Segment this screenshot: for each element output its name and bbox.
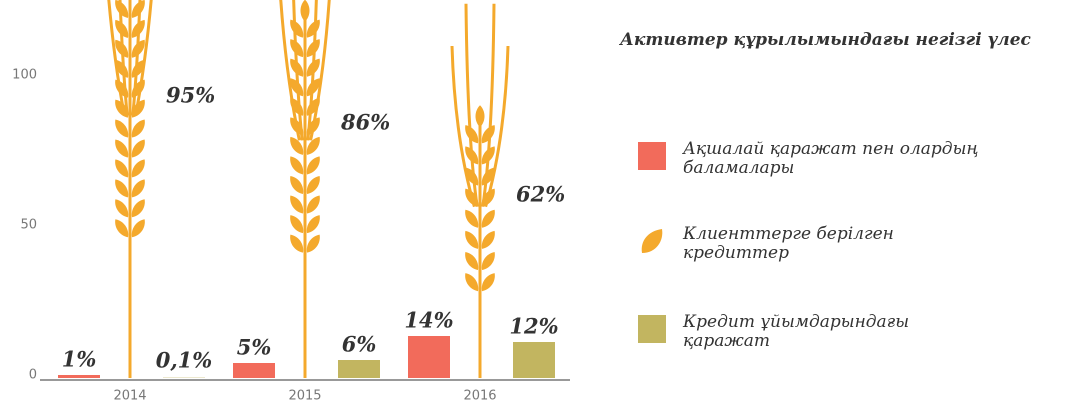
grain <box>476 105 485 127</box>
chart: 0 50 100 2014 1% 95% 0,1% 2015 5% 86% 6% 2016 14% 62%… <box>0 0 600 405</box>
legend-swatch <box>638 227 666 255</box>
legend-title: Активтер құрылымындағы негізгі үлес <box>620 30 1080 50</box>
x-tick-label: 2014 <box>113 389 146 404</box>
value-label: 1% <box>62 347 97 372</box>
bar <box>408 336 450 378</box>
bar <box>513 342 555 378</box>
legend-swatch <box>638 315 666 343</box>
bar <box>58 375 100 378</box>
legend-label: Клиенттерге берілген кредиттер <box>683 225 913 263</box>
wheat <box>277 0 333 378</box>
value-label: 12% <box>509 314 558 339</box>
value-label: 5% <box>237 335 272 360</box>
x-tick-label: 2015 <box>288 389 321 404</box>
value-label: 6% <box>342 332 377 357</box>
value-label: 14% <box>404 308 453 333</box>
grain <box>301 0 310 22</box>
legend-label: Кредит ұйымдарындағы қаражат <box>683 313 943 351</box>
legend-label: Ақшалай қаражат пен олардың баламалары <box>683 140 1013 178</box>
y-tick-label: 0 <box>29 368 37 383</box>
value-label: 86% <box>340 110 390 135</box>
value-label: 0,1% <box>156 348 213 373</box>
value-label: 95% <box>166 83 215 108</box>
legend: Активтер құрылымындағы негізгі үлес Ақша… <box>620 30 1080 50</box>
legend-item: Кредит ұйымдарындағы қаражат <box>638 313 1038 363</box>
y-tick-label: 100 <box>12 68 37 83</box>
legend-item: Клиенттерге берілген кредиттер <box>638 225 1038 275</box>
value-label: 62% <box>516 182 565 207</box>
wheat <box>452 4 508 378</box>
x-tick-label: 2016 <box>463 389 496 404</box>
legend-swatch <box>638 142 666 170</box>
wheat <box>102 0 158 378</box>
bar <box>233 363 275 378</box>
page: 0 50 100 2014 1% 95% 0,1% 2015 5% 86% 6% 2016 14% 62%… <box>0 0 1085 405</box>
y-tick-label: 50 <box>20 218 37 233</box>
legend-item: Ақшалай қаражат пен олардың баламалары <box>638 140 1038 190</box>
bar <box>338 360 380 378</box>
